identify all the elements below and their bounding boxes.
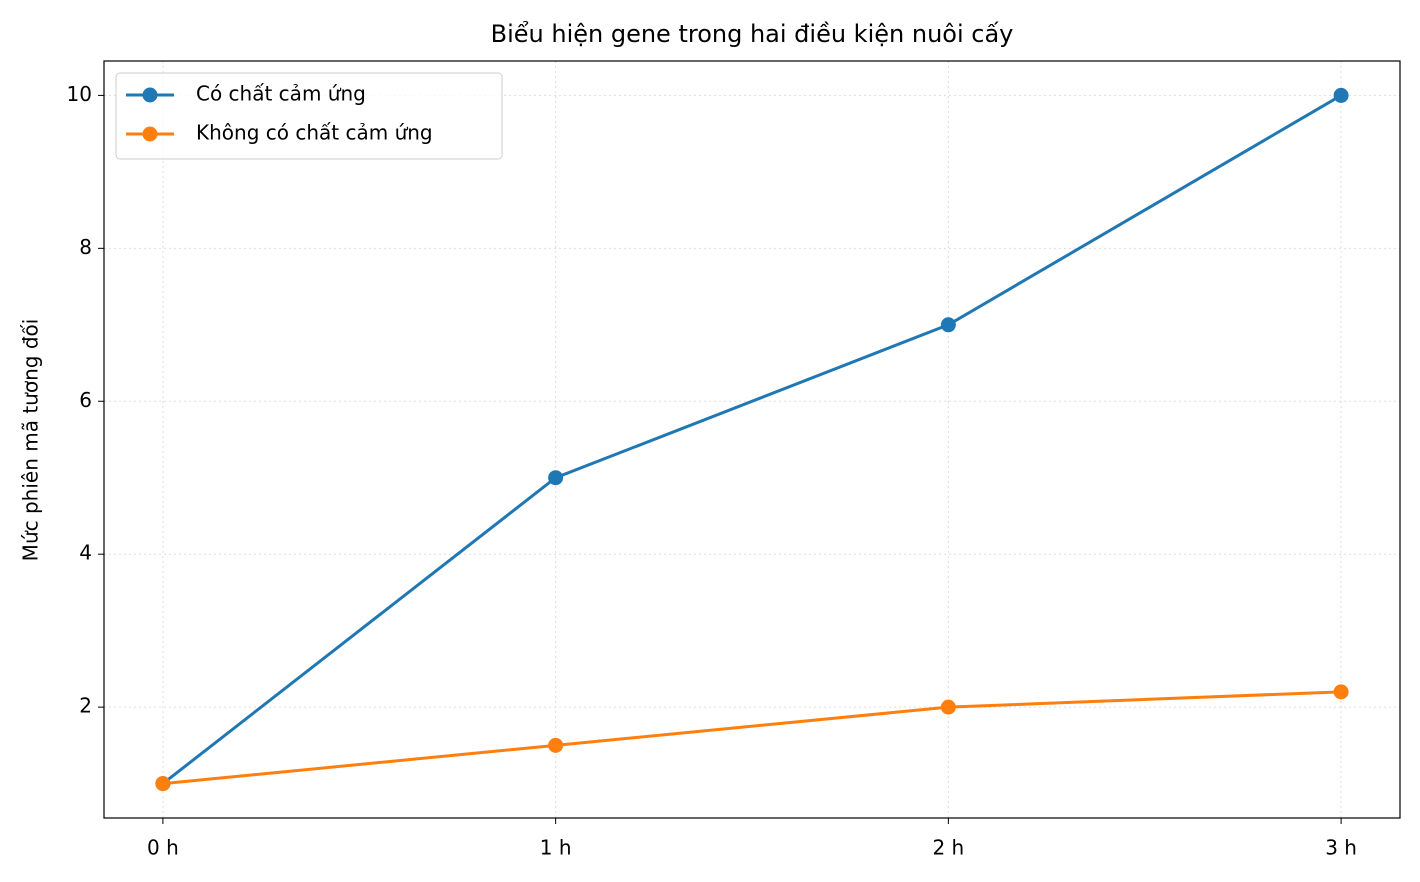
data-point — [548, 737, 564, 753]
legend-box — [115, 72, 503, 160]
y-tick-label: 10 — [67, 82, 92, 106]
chart-title: Biểu hiện gene trong hai điều kiện nuôi … — [491, 20, 1014, 48]
data-point — [1333, 684, 1349, 700]
data-point — [548, 470, 564, 486]
y-tick-label: 6 — [79, 388, 92, 412]
series-line — [162, 690, 1342, 786]
data-point — [940, 317, 956, 333]
x-tick-label: 3 h — [1325, 836, 1357, 860]
legend-marker — [142, 126, 158, 142]
legend-marker — [142, 87, 158, 103]
x-tick-label: 0 h — [147, 836, 179, 860]
y-tick-label: 8 — [79, 235, 92, 259]
legend-label: Không có chất cảm ứng — [196, 121, 433, 145]
y-axis-label: Mức phiên mã tương đối — [19, 319, 43, 562]
y-tick-label: 2 — [79, 694, 92, 718]
plot-frame — [103, 60, 1401, 819]
series-line — [161, 94, 1342, 785]
y-tick-label: 4 — [79, 541, 92, 565]
data-point — [155, 776, 171, 792]
data-point — [1333, 87, 1349, 103]
x-tick-label: 1 h — [540, 836, 572, 860]
x-tick-label: 2 h — [932, 836, 964, 860]
data-point — [940, 699, 956, 715]
legend-label: Có chất cảm ứng — [196, 82, 366, 106]
